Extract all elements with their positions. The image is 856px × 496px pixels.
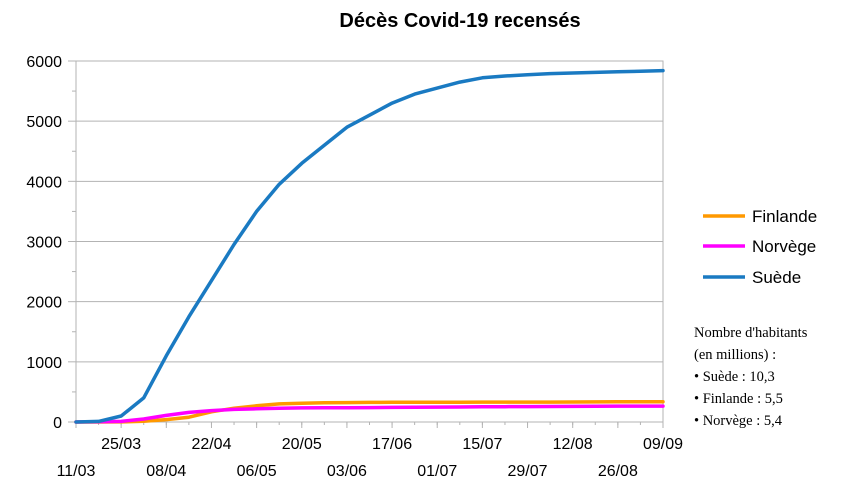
y-axis-ticks: 0 1000 2000 3000 4000 5000 6000 — [26, 54, 62, 432]
legend-label: Finlande — [752, 207, 817, 226]
x-axis-ticks: 11/03 08/04 06/05 03/06 01/07 29/07 26/08 25/03… — [57, 422, 683, 480]
legend-label: Suède — [752, 268, 801, 287]
y-tick-label: 4000 — [26, 174, 62, 191]
x-tick-label-upper: 12/08 — [553, 436, 593, 453]
x-tick-label-upper: 22/04 — [191, 436, 231, 453]
y-tick-label: 2000 — [26, 295, 62, 312]
legend: Finlande Norvège Suède — [703, 207, 817, 287]
note-heading-1: Nombre d'habitants — [694, 325, 808, 341]
y-tick-label: 6000 — [26, 54, 62, 71]
note-item-sweden: • Suède : 10,3 — [694, 369, 775, 385]
x-tick-label-upper: 25/03 — [101, 436, 141, 453]
x-tick-label-lower: 26/08 — [598, 463, 638, 480]
x-tick-label-lower: 06/05 — [237, 463, 277, 480]
y-tick-label: 1000 — [26, 355, 62, 372]
x-tick-label-upper: 15/07 — [462, 436, 502, 453]
series-line-suède — [74, 68, 665, 424]
x-tick-label-upper: 17/06 — [372, 436, 412, 453]
series-line-finlande — [74, 399, 665, 424]
x-tick-label-lower: 03/06 — [327, 463, 367, 480]
grid-lines — [68, 60, 664, 423]
x-tick-label-lower: 11/03 — [57, 463, 96, 480]
legend-label: Norvège — [752, 237, 816, 256]
y-tick-label: 3000 — [26, 235, 62, 252]
x-tick-label-lower: 29/07 — [508, 463, 548, 480]
x-tick-label-lower: 08/04 — [146, 463, 186, 480]
x-tick-label-upper: 09/09 — [643, 436, 683, 453]
note-heading-2: (en millions) : — [694, 347, 777, 363]
y-tick-label: 0 — [53, 415, 62, 432]
x-tick-label-upper: 20/05 — [282, 436, 322, 453]
x-tick-label-lower: 01/07 — [417, 463, 457, 480]
population-note: Nombre d'habitants (en millions) : • Suè… — [694, 322, 807, 432]
chart-title: Décès Covid-19 recensés — [339, 10, 580, 32]
note-item-norway: • Norvège : 5,4 — [694, 413, 783, 429]
series-lines — [74, 68, 665, 424]
series-line-norvège — [74, 404, 665, 424]
note-item-finland: • Finlande : 5,5 — [694, 391, 783, 407]
y-tick-label: 5000 — [26, 114, 62, 131]
